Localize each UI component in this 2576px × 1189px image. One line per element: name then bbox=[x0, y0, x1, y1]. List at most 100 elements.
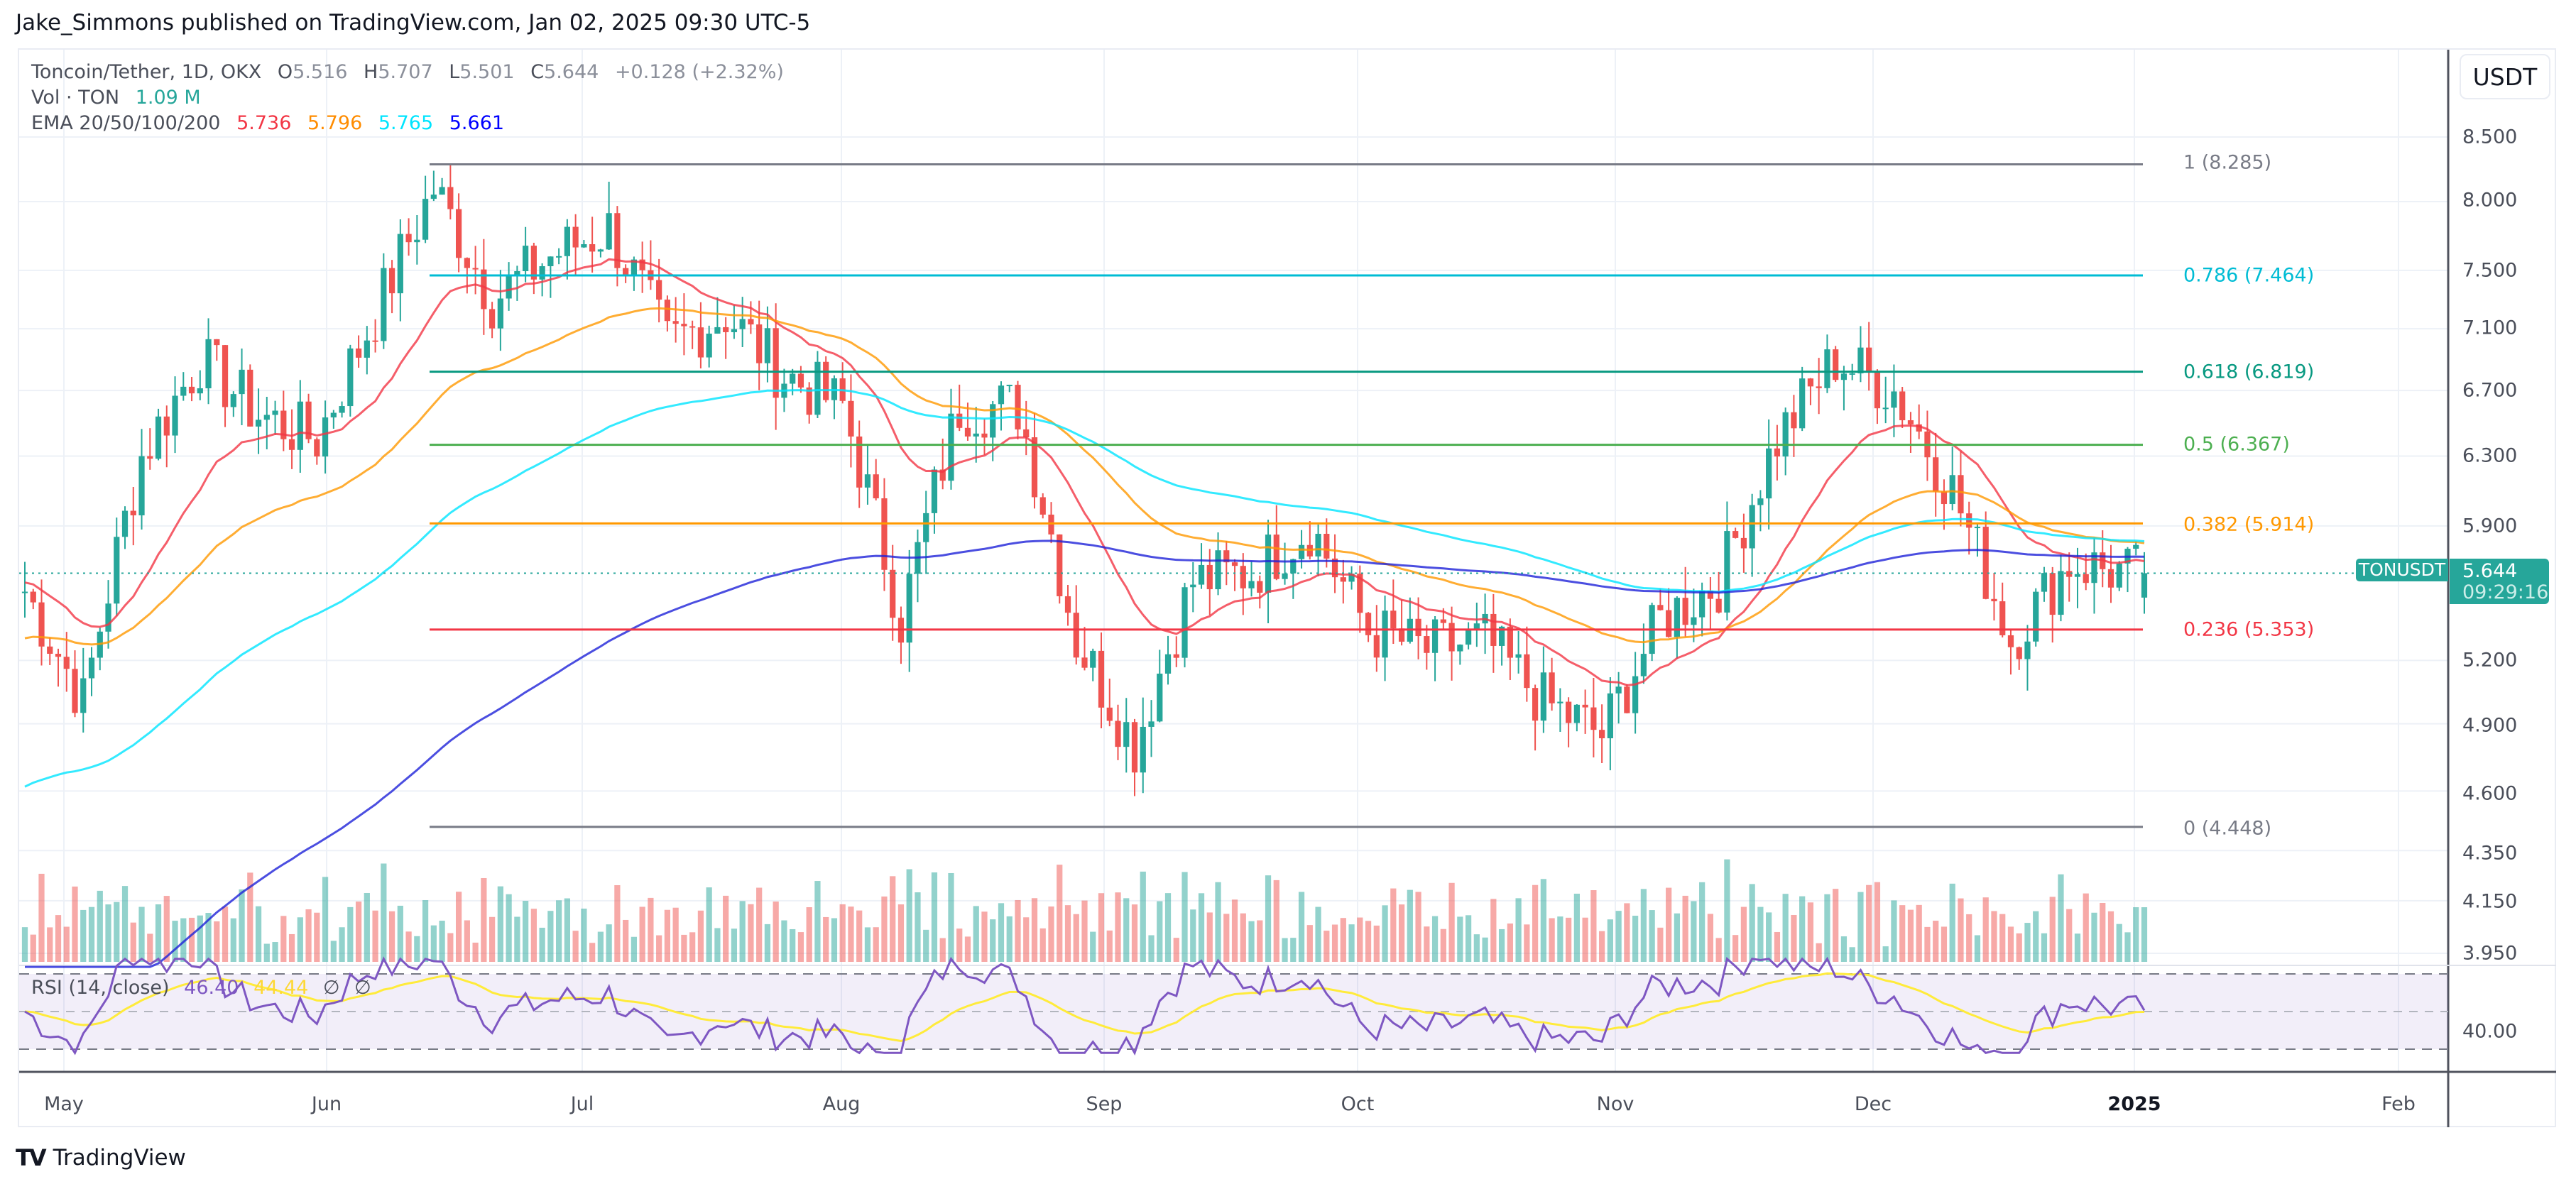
volume-bar bbox=[1982, 897, 1989, 962]
volume-bar bbox=[1624, 903, 1630, 962]
volume-bar bbox=[1231, 899, 1238, 962]
candle-body bbox=[1331, 558, 1338, 578]
candle-body bbox=[1031, 437, 1038, 498]
candle-body bbox=[1833, 349, 1839, 380]
candle-body bbox=[1340, 577, 1346, 582]
volume-bar bbox=[1724, 859, 1730, 962]
y-tick: 4.150 bbox=[2462, 890, 2518, 913]
volume-bar bbox=[1039, 928, 1046, 962]
volume-bar bbox=[831, 918, 838, 962]
candle-body bbox=[1974, 527, 1981, 529]
candle-body bbox=[2133, 544, 2139, 549]
volume-bar bbox=[556, 900, 562, 962]
volume-bar bbox=[915, 892, 921, 962]
candle-body bbox=[2041, 573, 2048, 592]
candle-body bbox=[773, 328, 779, 398]
volume-bar bbox=[422, 900, 429, 962]
candle-body bbox=[1106, 707, 1113, 721]
volume-bar bbox=[472, 942, 479, 962]
candle-body bbox=[1941, 491, 1948, 505]
candle-body bbox=[1282, 573, 1288, 579]
candle-body bbox=[1840, 373, 1848, 380]
rsi-label[interactable]: RSI (14, close) bbox=[31, 977, 170, 999]
candle-body bbox=[1373, 635, 1380, 658]
candle-body bbox=[1666, 610, 1672, 637]
volume-bar bbox=[297, 917, 303, 962]
volume-bar bbox=[931, 872, 938, 962]
volume-bar bbox=[80, 909, 87, 962]
y-tick: 6.300 bbox=[2462, 444, 2518, 467]
rsi-ma-line bbox=[24, 972, 2145, 1042]
candle-body bbox=[1081, 657, 1088, 668]
candle-body bbox=[1824, 349, 1830, 388]
volume-bar bbox=[1549, 918, 1555, 962]
candle-body bbox=[723, 327, 729, 332]
volume-bar bbox=[823, 916, 829, 962]
ema50-line bbox=[24, 307, 2145, 646]
candle-body bbox=[1640, 654, 1647, 676]
volume-bar bbox=[214, 921, 220, 962]
volume-bar bbox=[1473, 934, 1480, 962]
candle-body bbox=[1740, 537, 1747, 549]
volume-bar bbox=[1357, 917, 1363, 962]
volume-bar bbox=[1431, 916, 1439, 962]
volume-label[interactable]: Vol · TON bbox=[31, 87, 120, 109]
volume-bar bbox=[998, 903, 1005, 962]
volume-bar bbox=[197, 915, 203, 962]
volume-bar bbox=[697, 910, 704, 962]
volume-bar bbox=[1390, 888, 1397, 962]
candle-body bbox=[1791, 412, 1797, 429]
volume-bar bbox=[1173, 938, 1179, 962]
volume-bar bbox=[906, 869, 912, 962]
symbol-price-badge: TONUSDT bbox=[2356, 559, 2448, 581]
volume-bar bbox=[1181, 872, 1188, 962]
symbol-title[interactable]: Toncoin/Tether, 1D, OKX bbox=[31, 61, 262, 83]
candle-body bbox=[38, 602, 45, 647]
volume-bar bbox=[790, 928, 796, 962]
candle-body bbox=[1131, 722, 1138, 773]
volume-bar bbox=[848, 906, 854, 962]
change-value: +0.128 (+2.32%) bbox=[614, 61, 784, 83]
fib-label-0236: 0.236 (5.353) bbox=[2183, 618, 2315, 641]
volume-bar bbox=[1732, 935, 1739, 962]
x-tick-jul: Jul bbox=[570, 1093, 594, 1115]
volume-bar bbox=[355, 902, 362, 962]
candle-body bbox=[2116, 563, 2122, 588]
volume-bar bbox=[2033, 911, 2039, 962]
volume-bar bbox=[247, 872, 253, 962]
volume-bar bbox=[1031, 898, 1038, 962]
candle-body bbox=[2049, 573, 2056, 615]
candle-body bbox=[138, 456, 145, 515]
candle-body bbox=[639, 259, 645, 270]
candle-body bbox=[2007, 635, 2014, 647]
ema-label[interactable]: EMA 20/50/100/200 bbox=[31, 112, 221, 134]
y-tick: 3.950 bbox=[2462, 942, 2518, 965]
volume-bar bbox=[797, 932, 804, 962]
close-value: 5.644 bbox=[544, 61, 599, 83]
volume-bar bbox=[1674, 913, 1681, 962]
volume-bar bbox=[1907, 909, 1914, 962]
volume-bar bbox=[2049, 897, 2056, 962]
y-tick: 6.700 bbox=[2462, 379, 2518, 402]
rsi-legend: RSI (14, close) 46.40 44.44 ∅ ∅ bbox=[31, 977, 371, 999]
candle-body bbox=[1023, 429, 1030, 438]
currency-button[interactable]: USDT bbox=[2460, 54, 2550, 99]
candle-body bbox=[656, 280, 662, 300]
footer-brand[interactable]: TV TradingView bbox=[16, 1144, 186, 1171]
candle-body bbox=[814, 361, 821, 415]
volume-bar bbox=[2116, 924, 2122, 962]
high-value: 5.707 bbox=[378, 61, 433, 83]
volume-bar bbox=[138, 906, 145, 962]
y-tick: 4.350 bbox=[2462, 842, 2518, 865]
candle-body bbox=[1766, 448, 1772, 499]
candle-body bbox=[823, 361, 829, 400]
candle-body bbox=[2066, 571, 2073, 577]
volume-bar bbox=[1482, 937, 1488, 962]
volume-bar bbox=[547, 911, 554, 962]
volume-bar bbox=[1657, 927, 1664, 962]
candle-body bbox=[397, 234, 403, 294]
volume-bar bbox=[1081, 900, 1088, 962]
volume-bar bbox=[1048, 906, 1054, 962]
volume-bar bbox=[63, 926, 70, 962]
